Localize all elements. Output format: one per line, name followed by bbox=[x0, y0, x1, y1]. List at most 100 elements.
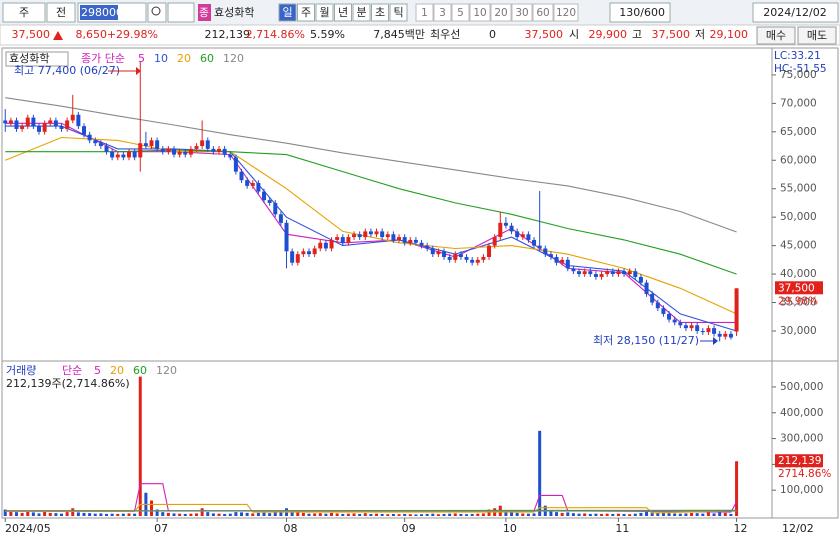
interval-tab[interactable] bbox=[511, 3, 533, 22]
candle-body bbox=[571, 268, 576, 272]
candle-body bbox=[346, 237, 351, 243]
candle-body bbox=[149, 140, 154, 147]
candle-body bbox=[143, 143, 148, 147]
volume-bar bbox=[15, 512, 19, 516]
candle-body bbox=[222, 148, 227, 155]
candle-body bbox=[667, 313, 672, 320]
volume-bar bbox=[240, 512, 244, 516]
volume-bar bbox=[684, 513, 688, 516]
market-select[interactable] bbox=[2, 2, 46, 23]
candle-body bbox=[93, 140, 98, 144]
candle-body bbox=[121, 154, 126, 158]
candle-body bbox=[245, 180, 250, 186]
stock-code: 298000 bbox=[81, 6, 123, 19]
volume-bar bbox=[656, 512, 660, 516]
sound-button[interactable] bbox=[167, 2, 195, 23]
badge: 종 bbox=[199, 7, 209, 19]
period-tab[interactable] bbox=[371, 3, 389, 22]
volume-bar bbox=[667, 513, 671, 516]
period-label: 분 bbox=[356, 6, 366, 19]
interval-tabs: 1 3 5 10 20 30 60 120 bbox=[415, 3, 579, 22]
date-box[interactable] bbox=[752, 2, 839, 23]
candle-body bbox=[610, 271, 615, 275]
volume-bar bbox=[487, 509, 491, 516]
volume-bar bbox=[228, 513, 232, 516]
sell-button[interactable] bbox=[797, 26, 837, 45]
search-button[interactable] bbox=[147, 2, 167, 23]
priority-label: 최우선 bbox=[430, 28, 460, 41]
x-tick-label: 11 bbox=[615, 522, 629, 535]
interval-tab[interactable] bbox=[433, 3, 452, 22]
last-volume-box bbox=[775, 454, 823, 468]
candle-body bbox=[650, 293, 655, 303]
candle-body bbox=[588, 271, 593, 275]
change-pct: +29.98% bbox=[107, 28, 158, 41]
volume-bar bbox=[88, 513, 92, 516]
candle-body bbox=[233, 157, 238, 172]
candle-body bbox=[155, 140, 160, 149]
volume-bar bbox=[358, 513, 362, 516]
period-tab[interactable] bbox=[278, 3, 297, 22]
period-tab[interactable] bbox=[352, 3, 371, 22]
legend-entry: 20 bbox=[177, 52, 191, 65]
candle-body bbox=[76, 114, 81, 127]
prefix-button[interactable] bbox=[46, 2, 76, 23]
candle-body bbox=[65, 120, 70, 129]
interval-tab[interactable] bbox=[451, 3, 470, 22]
badge-box bbox=[198, 4, 211, 21]
y-tick-label: 35,000 bbox=[780, 297, 817, 309]
volume-bar bbox=[425, 513, 429, 516]
volume-bar bbox=[453, 513, 457, 516]
candle-body bbox=[166, 148, 171, 152]
candle-body bbox=[312, 248, 317, 255]
volume-bar bbox=[555, 512, 559, 516]
candle-body bbox=[194, 146, 199, 149]
search-icon bbox=[151, 6, 161, 16]
y-tick-label: 30,000 bbox=[780, 325, 817, 337]
volume-bar bbox=[532, 513, 536, 516]
volume-bar bbox=[335, 513, 339, 516]
volume-bar bbox=[639, 512, 643, 516]
volume-bar bbox=[391, 513, 395, 516]
x-end-label: 12/02 bbox=[782, 522, 814, 535]
candle-body bbox=[605, 271, 610, 275]
candle-body bbox=[20, 126, 25, 129]
period-tab[interactable] bbox=[389, 3, 408, 22]
candle-body bbox=[723, 333, 728, 337]
candle-body bbox=[391, 234, 396, 240]
candle-body bbox=[526, 234, 531, 240]
candle-body bbox=[599, 274, 604, 277]
period-tab[interactable] bbox=[297, 3, 315, 22]
candle-body bbox=[31, 117, 36, 127]
candle-body bbox=[284, 222, 289, 252]
volume-bar bbox=[54, 513, 58, 516]
candle-body bbox=[363, 231, 368, 238]
candle-body bbox=[53, 120, 58, 127]
interval-tab[interactable] bbox=[415, 3, 434, 22]
candle-body bbox=[278, 214, 283, 223]
turnover: 5.59% bbox=[310, 28, 345, 41]
period-tab[interactable] bbox=[334, 3, 352, 22]
buy-button[interactable] bbox=[756, 26, 796, 45]
interval-tab[interactable] bbox=[553, 3, 579, 22]
volume-bar bbox=[324, 513, 328, 516]
candle-body bbox=[239, 171, 244, 181]
candle-body bbox=[59, 126, 64, 129]
up-arrow bbox=[53, 31, 63, 40]
y-tick-label: 55,000 bbox=[780, 183, 817, 195]
candle-body bbox=[577, 271, 582, 275]
candle-body bbox=[520, 234, 525, 238]
high-arrow-head bbox=[136, 67, 141, 75]
interval-tab[interactable] bbox=[490, 3, 512, 22]
interval-tab[interactable] bbox=[469, 3, 491, 22]
candle-body bbox=[644, 282, 649, 294]
period-tab[interactable] bbox=[315, 3, 334, 22]
volume-bar bbox=[408, 514, 412, 516]
legend-entry: 5 bbox=[138, 52, 145, 65]
interval-tab[interactable] bbox=[532, 3, 554, 22]
candle-body bbox=[734, 288, 739, 332]
candle-body bbox=[200, 140, 205, 147]
moving-average bbox=[5, 149, 737, 275]
y-tick-label: 50,000 bbox=[780, 211, 817, 223]
